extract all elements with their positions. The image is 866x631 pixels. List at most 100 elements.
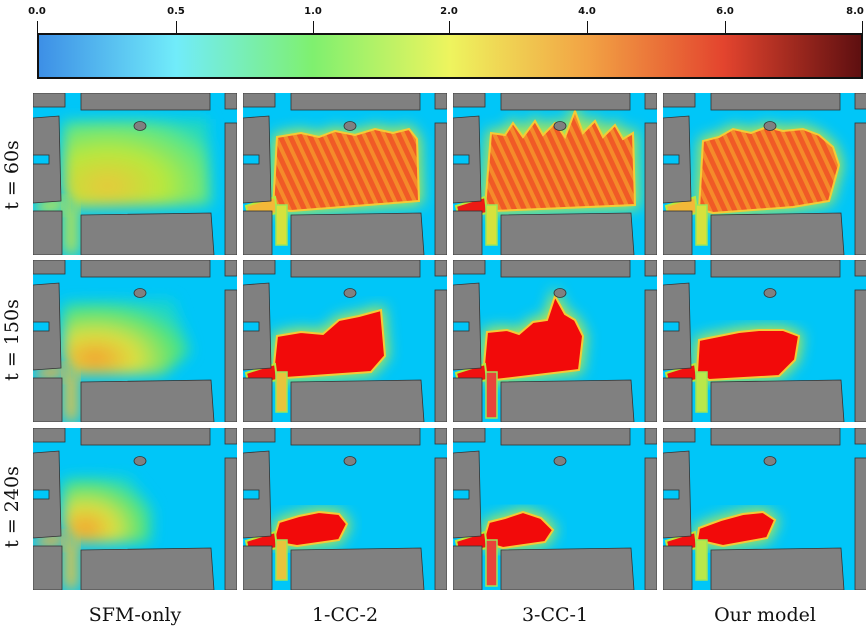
density-corridor [485, 539, 498, 587]
obstacle [133, 288, 147, 298]
obstacle [243, 154, 260, 165]
obstacle [33, 489, 50, 500]
obstacle [453, 489, 470, 500]
obstacle [500, 428, 631, 446]
density-map-svg [663, 428, 866, 590]
density-map-svg [243, 93, 447, 255]
obstacle [663, 321, 680, 332]
obstacle [763, 456, 777, 466]
obstacle [453, 260, 486, 275]
obstacle [553, 288, 567, 298]
density-map-panel [33, 428, 237, 590]
density-field [63, 300, 191, 375]
obstacle [854, 122, 866, 255]
density-corridor [275, 371, 288, 413]
colorbar-tick-mark [862, 21, 863, 33]
density-map-svg [663, 93, 866, 255]
column-label-sfm-only: SFM-only [88, 604, 182, 626]
obstacle [343, 288, 357, 298]
density-crowd [271, 127, 421, 213]
obstacle [243, 321, 260, 332]
obstacle [663, 154, 680, 165]
colorbar-tick-mark [37, 21, 38, 33]
colorbar-tick-label: 1.0 [304, 6, 322, 17]
obstacle [500, 260, 631, 278]
obstacle [663, 93, 696, 108]
obstacle [224, 428, 237, 445]
density-corridor [695, 371, 708, 413]
obstacle [224, 289, 237, 422]
obstacle [710, 379, 845, 422]
obstacle [243, 210, 273, 255]
colorbar-tick-mark [176, 21, 177, 33]
density-map-panel [453, 260, 657, 422]
obstacle [290, 547, 425, 590]
column-label-1-cc-2: 1-CC-2 [311, 604, 379, 626]
obstacle [854, 93, 866, 110]
colorbar-tick-mark [449, 21, 450, 33]
density-crowd [483, 108, 637, 213]
density-corridor [695, 539, 708, 581]
obstacle [33, 210, 63, 255]
row-label-240s: t = 240s [1, 466, 23, 548]
density-map-svg [243, 428, 447, 590]
obstacle [710, 547, 845, 590]
colorbar-tick-label: 2.0 [440, 6, 458, 17]
obstacle [243, 545, 273, 590]
obstacle [33, 321, 50, 332]
density-map-panel [453, 93, 657, 255]
obstacle [290, 93, 421, 111]
obstacle [710, 212, 845, 255]
obstacle [243, 260, 276, 275]
obstacle [663, 377, 693, 422]
colorbar-tick-label: 8.0 [846, 6, 864, 17]
density-crowd [697, 125, 841, 215]
column-label-3-cc-1: 3-CC-1 [521, 604, 589, 626]
row-label-60s: t = 60s [1, 140, 23, 210]
density-crowd [271, 308, 387, 380]
obstacle [453, 428, 486, 443]
colorbar-tick-label: 0.0 [28, 6, 46, 17]
density-crowd [695, 510, 777, 548]
density-map-panel [33, 260, 237, 422]
density-map-panel [243, 428, 447, 590]
obstacle [854, 289, 866, 422]
obstacle [290, 260, 421, 278]
obstacle [644, 428, 657, 445]
obstacle [763, 121, 777, 131]
density-crowd [695, 329, 801, 382]
obstacle [453, 377, 483, 422]
obstacle [434, 457, 447, 590]
density-corridor [485, 204, 498, 246]
colorbar-tick-mark [313, 21, 314, 33]
obstacle [224, 93, 237, 110]
density-map-svg [453, 428, 657, 590]
obstacle [224, 122, 237, 255]
colorbar-tick-label: 0.5 [167, 6, 185, 17]
density-map-panel [663, 93, 866, 255]
density-corridor [275, 204, 288, 246]
colorbar-tick-mark [587, 21, 588, 33]
density-corridor [485, 371, 498, 419]
obstacle [434, 93, 447, 110]
obstacle [434, 289, 447, 422]
density-map-svg [33, 93, 237, 255]
density-crowd [271, 510, 349, 548]
density-corridor [64, 540, 78, 590]
obstacle [243, 489, 260, 500]
obstacle [453, 154, 470, 165]
obstacle [434, 428, 447, 445]
obstacle [663, 489, 680, 500]
obstacle [663, 210, 693, 255]
density-map-panel [243, 93, 447, 255]
column-label-our-model: Our model [714, 604, 816, 626]
row-label-150s: t = 150s [1, 299, 23, 381]
density-map-panel [663, 260, 866, 422]
density-map-svg [453, 93, 657, 255]
obstacle [80, 260, 211, 278]
obstacle [243, 93, 276, 108]
density-field [63, 119, 211, 208]
obstacle [434, 122, 447, 255]
density-corridor [695, 204, 708, 246]
obstacle [763, 288, 777, 298]
